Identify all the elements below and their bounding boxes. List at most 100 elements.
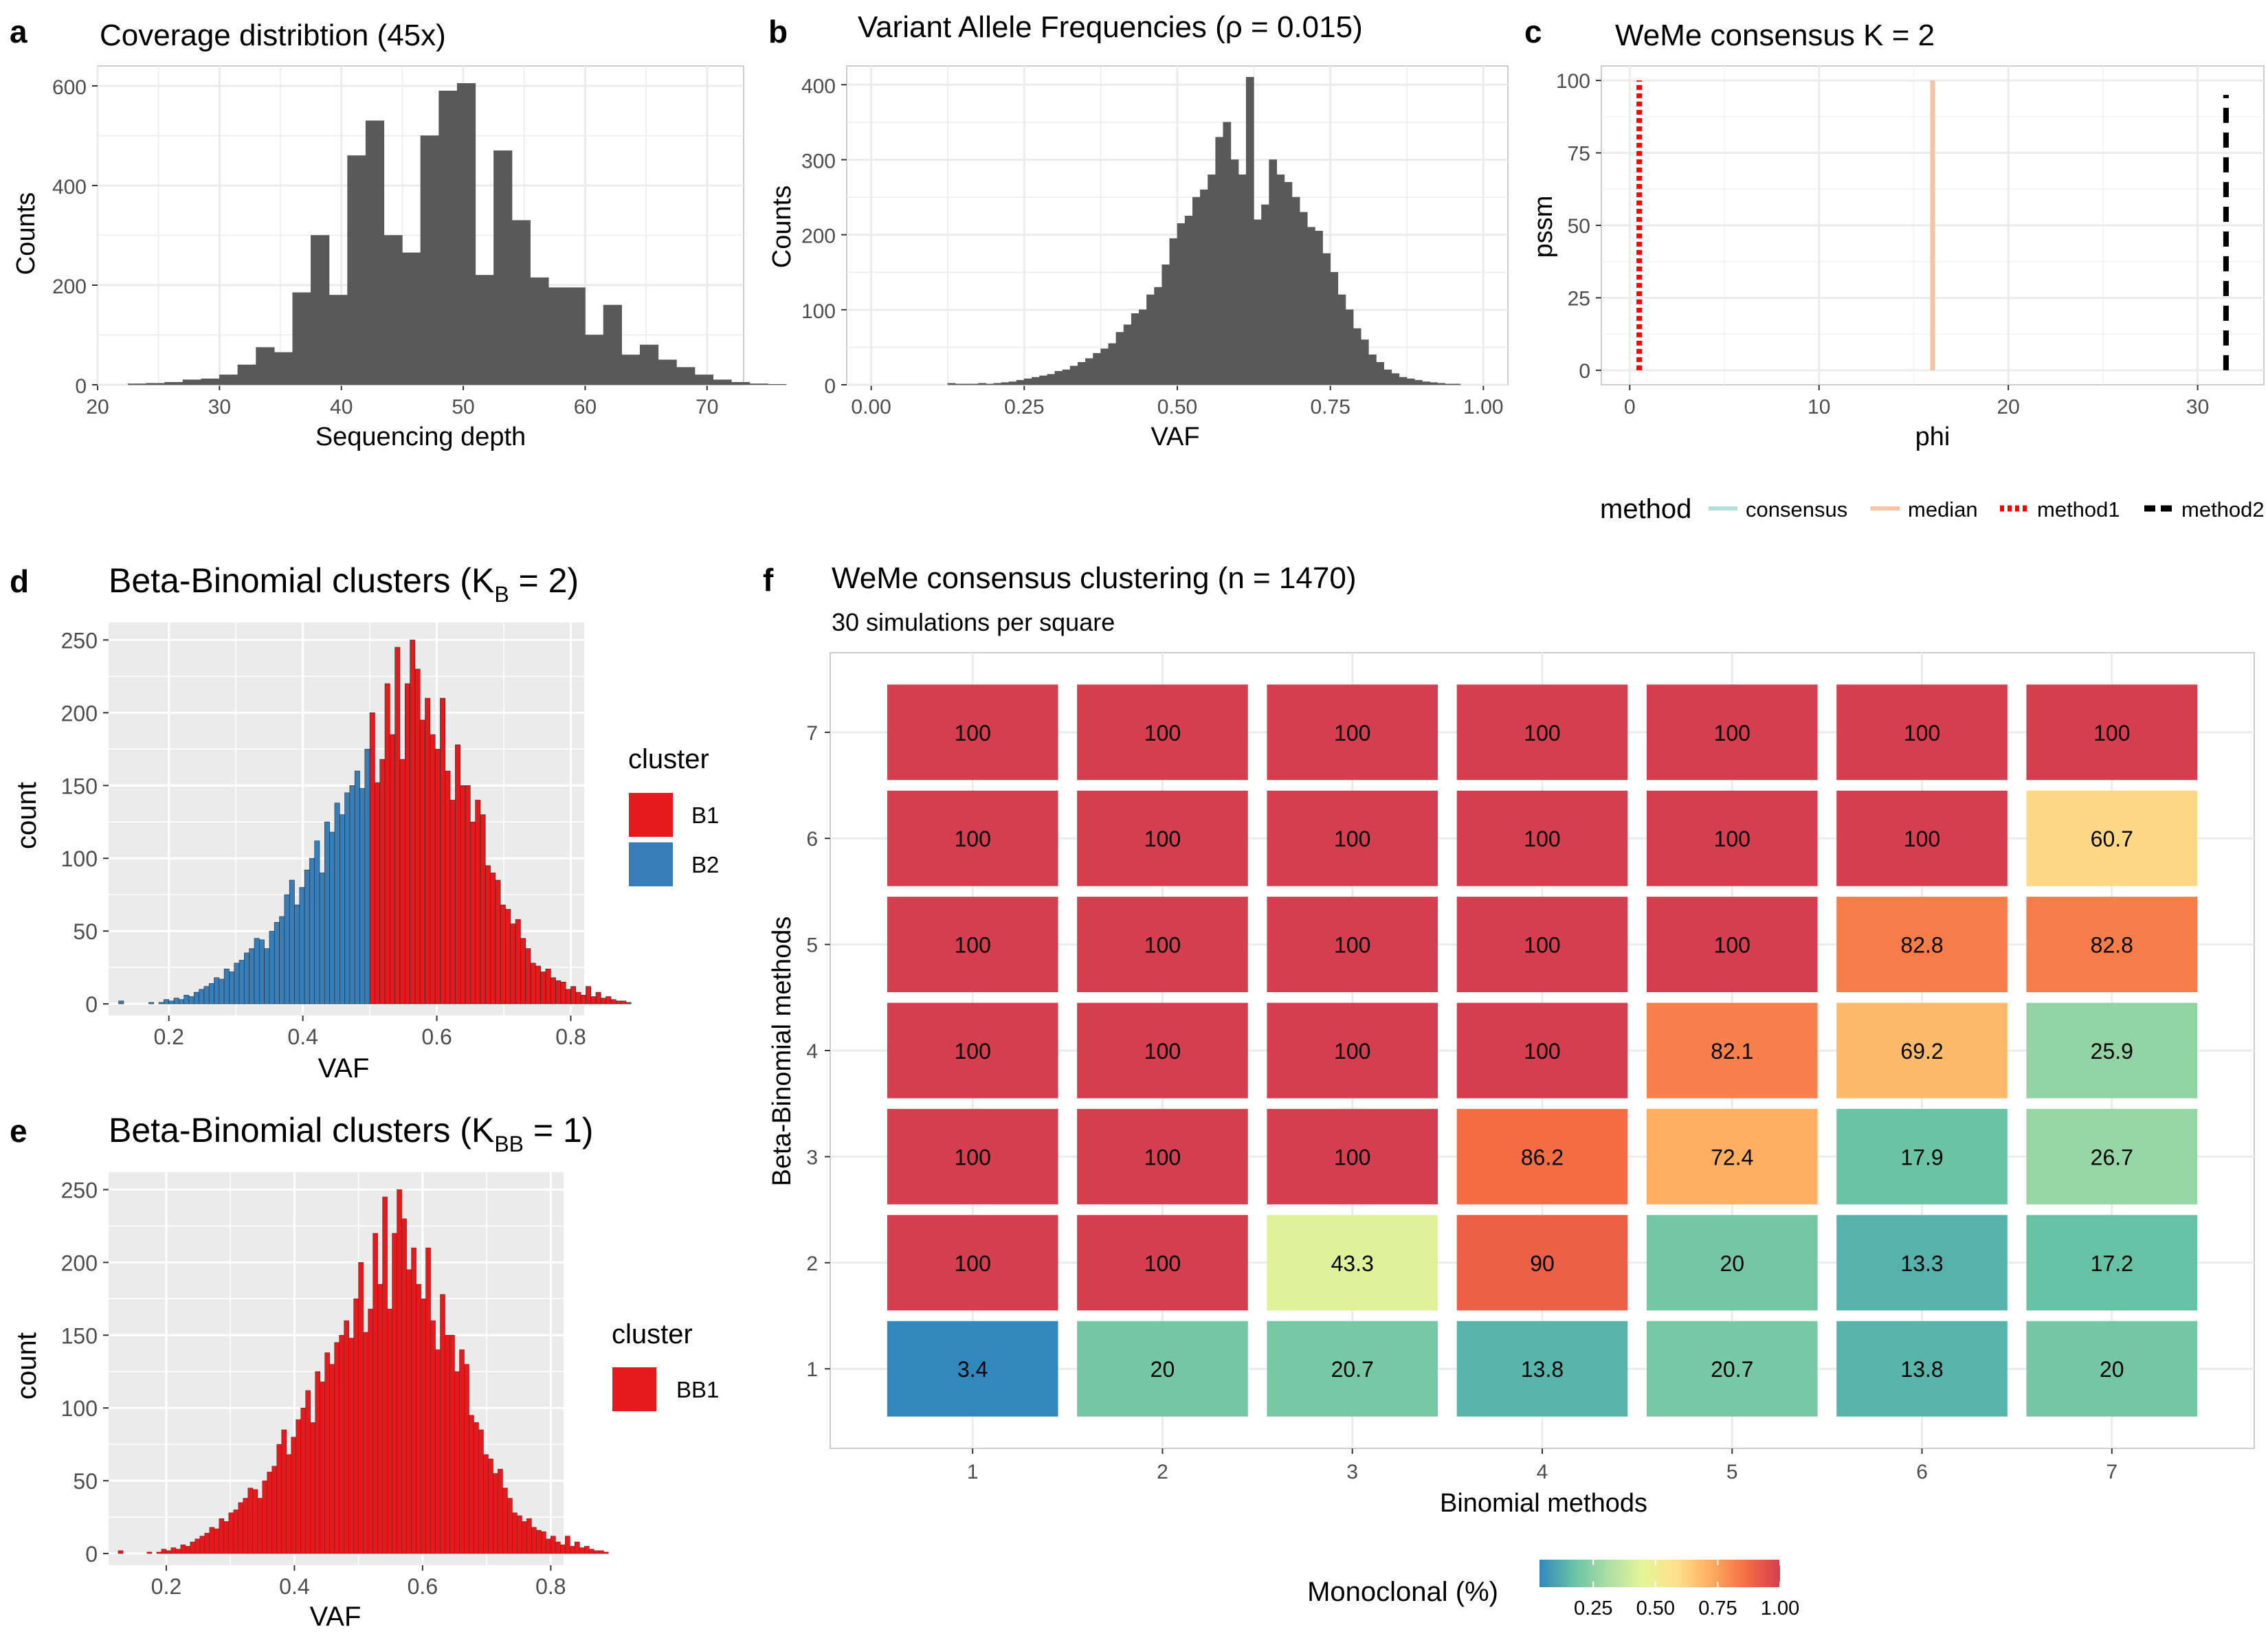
- d-histogram-bar: [535, 965, 541, 1005]
- a-tick-label-x: 60: [574, 396, 597, 418]
- d-histogram-bar: [274, 922, 280, 1005]
- e-histogram-bar: [445, 1334, 450, 1554]
- d-histogram-bar: [540, 972, 546, 1005]
- f-heatmap-cell: [1267, 897, 1438, 993]
- f-heatmap-cell: [1077, 897, 1248, 993]
- panel-c-legend-title: method: [1600, 494, 1691, 524]
- d-histogram-bar: [470, 821, 476, 1005]
- f-tick-label-x: 2: [1157, 1461, 1168, 1483]
- d-histogram-bar: [621, 1000, 627, 1005]
- f-heatmap-cell: [887, 1321, 1058, 1417]
- b-tick-label-y: 100: [801, 300, 836, 323]
- a-histogram-bar: [731, 382, 751, 385]
- f-cell-label: 13.8: [1900, 1357, 1943, 1382]
- d-histogram-bar: [485, 865, 491, 1005]
- e-histogram-bar: [291, 1437, 297, 1554]
- f-heatmap-cell: [1077, 1108, 1248, 1204]
- d-tick-label-x: 0.6: [421, 1024, 452, 1049]
- d-histogram-bar: [219, 978, 225, 1005]
- e-histogram-bar: [305, 1390, 311, 1554]
- panel-f-plot-area: 100 100 100 100 100 100 100 100 100 100 100 100 100 6…: [806, 652, 2255, 1483]
- e-histogram-bar: [324, 1352, 330, 1554]
- f-cell-label: 100: [1334, 827, 1370, 851]
- f-cell-label: 100: [1144, 1039, 1181, 1064]
- panel-c-ylabel: pssm: [1529, 196, 1558, 258]
- colorbar-tick-label: 0.50: [1636, 1597, 1675, 1619]
- panel-b-letter: b: [768, 14, 788, 49]
- f-cell-label: 100: [1714, 933, 1750, 958]
- c-tick-label-y: 50: [1568, 215, 1590, 238]
- d-histogram-bar: [404, 683, 410, 1005]
- d-histogram-bar: [148, 1002, 155, 1005]
- d-histogram-bar: [319, 873, 325, 1005]
- a-histogram-bar: [438, 90, 458, 385]
- f-tick-label-x: 6: [1916, 1461, 1928, 1483]
- e-histogram-bar: [425, 1247, 431, 1554]
- f-tick-label-x: 5: [1726, 1461, 1738, 1483]
- e-tick-label-y: 150: [61, 1323, 98, 1348]
- d-histogram-bar: [359, 788, 366, 1005]
- f-cell-label: 100: [1334, 1145, 1370, 1169]
- f-heatmap-cell: [1077, 1002, 1248, 1099]
- b-histogram-bar: [1161, 265, 1170, 385]
- e-histogram-bar: [430, 1320, 436, 1554]
- d-histogram-bar: [465, 785, 471, 1005]
- d-histogram-bar: [625, 1002, 632, 1005]
- panel-b-plot-area: 0.00 0.25 0.50 0.75 1.00 0 100 200 300 400: [801, 65, 1509, 418]
- a-histogram-bar: [402, 252, 421, 385]
- b-histogram-bar: [1299, 212, 1308, 385]
- f-cell-label: 90: [1530, 1251, 1555, 1276]
- f-cell-label: 100: [1714, 721, 1750, 745]
- e-histogram-bar: [233, 1510, 239, 1554]
- f-heatmap-cell: [2026, 897, 2198, 993]
- e-histogram-bar: [579, 1547, 585, 1554]
- f-cell-label: 100: [1144, 1145, 1181, 1169]
- b-histogram-bar: [1001, 382, 1010, 385]
- d-histogram-bar: [505, 909, 511, 1005]
- a-histogram-bar: [658, 359, 677, 385]
- d-histogram-bar: [284, 894, 290, 1005]
- d-histogram-bar: [229, 972, 235, 1005]
- e-histogram-bar: [469, 1415, 474, 1554]
- f-heatmap-cell: [1836, 1215, 2008, 1311]
- a-histogram-bar: [311, 235, 330, 385]
- f-heatmap-cell: [1836, 1108, 2008, 1204]
- f-tick-label-x: 4: [1537, 1461, 1548, 1483]
- e-histogram-bar: [570, 1546, 575, 1554]
- panel-e-legend: cluster BB1: [612, 1319, 719, 1411]
- panel-e-xlabel: VAF: [310, 1602, 362, 1632]
- b-histogram-bar: [1284, 181, 1293, 385]
- b-histogram-bar: [1108, 343, 1117, 385]
- e-histogram-bar: [300, 1407, 307, 1554]
- f-cell-label: 100: [1144, 1251, 1181, 1276]
- e-histogram-bar: [406, 1269, 412, 1554]
- e-histogram-bar: [449, 1334, 455, 1554]
- e-histogram-bar: [392, 1233, 397, 1554]
- legend-label-b2: B2: [691, 852, 719, 877]
- panel-f-ylabel: Beta-Binomial methods: [768, 917, 797, 1187]
- f-heatmap-cell: [1646, 1321, 1818, 1417]
- e-histogram-bar: [281, 1429, 287, 1554]
- b-histogram-bar: [1032, 377, 1040, 385]
- e-histogram-bar: [339, 1334, 344, 1554]
- a-histogram-bar: [128, 383, 147, 385]
- d-histogram-bar: [615, 1000, 621, 1005]
- b-histogram-bar: [1452, 383, 1461, 385]
- f-heatmap-cell: [1646, 790, 1818, 886]
- e-histogram-bar: [575, 1541, 580, 1554]
- d-histogram-bar: [168, 1000, 175, 1005]
- a-histogram-bar: [237, 364, 256, 385]
- f-cell-label: 82.8: [2091, 933, 2133, 958]
- b-histogram-bar: [1200, 189, 1208, 385]
- panel-e-letter: e: [10, 1113, 27, 1149]
- e-histogram-bar: [493, 1473, 498, 1554]
- a-histogram-bar: [347, 155, 366, 385]
- a-histogram-bar: [182, 379, 202, 385]
- b-histogram-bar: [955, 383, 964, 385]
- d-tick-label-y: 50: [73, 919, 98, 944]
- d-histogram-bar: [199, 989, 205, 1005]
- d-histogram-bar: [158, 1002, 164, 1005]
- f-heatmap-cell: [2026, 1108, 2198, 1204]
- f-cell-label: 100: [1144, 721, 1181, 745]
- f-tick-label-y: 7: [806, 722, 818, 745]
